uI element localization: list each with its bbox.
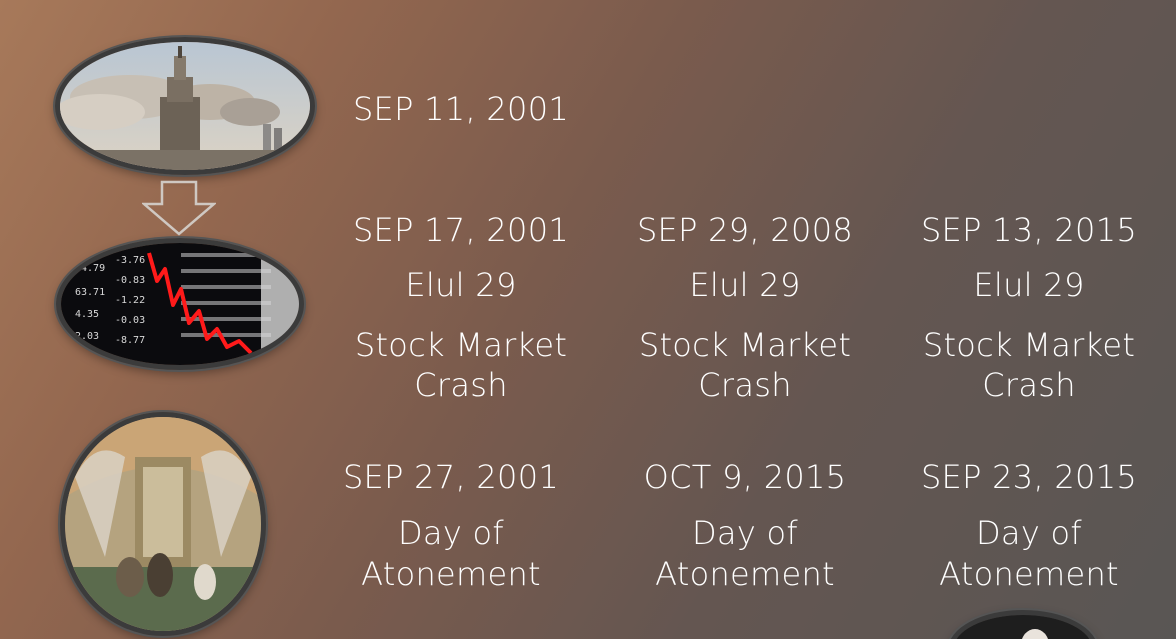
svg-text:-1.22: -1.22 [115,295,145,306]
crash-date-2015: SEP 13, 2015 [920,211,1138,249]
temple-painting-image [60,412,266,636]
partial-portrait-image [948,610,1098,639]
svg-text:-0.03: -0.03 [115,315,145,326]
atonement-event-line2-sep2015: Atonement [939,555,1119,593]
svg-text:63.71: 63.71 [75,287,105,298]
atonement-event-line1-sep2015: Day of [975,514,1082,552]
svg-text:2.03: 2.03 [75,331,99,342]
crash-event-line2-2015: Crash [982,366,1076,404]
atonement-event-line2-oct2015: Atonement [655,555,835,593]
atonement-date-sep2015: SEP 23, 2015 [920,458,1138,496]
event-date-sept11: SEP 11, 2001 [352,90,570,128]
stock-ticker-image: 34.79 63.71 4.35 2.03 -3.76 -0.83 -1.22 … [56,238,304,370]
skyline-smoke-image [55,37,315,175]
crash-event-line2-2008: Crash [698,366,792,404]
atonement-event-line1-2001: Day of [397,514,504,552]
down-arrow-icon [142,180,216,236]
atonement-event-line1-oct2015: Day of [691,514,798,552]
atonement-date-2001: SEP 27, 2001 [342,458,560,496]
crash-hebrew-date-2001: Elul 29 [405,266,517,304]
crash-event-line1-2001: Stock Market [354,326,568,364]
crash-event-line1-2008: Stock Market [638,326,852,364]
crash-date-2001: SEP 17, 2001 [352,211,570,249]
svg-text:-8.77: -8.77 [115,335,145,346]
atonement-event-line2-2001: Atonement [361,555,541,593]
crash-event-line2-2001: Crash [414,366,508,404]
atonement-date-oct2015: OCT 9, 2015 [643,458,847,496]
svg-text:4.35: 4.35 [75,309,99,320]
svg-text:34.79: 34.79 [75,263,105,274]
crash-event-line1-2015: Stock Market [922,326,1136,364]
svg-text:-0.83: -0.83 [115,275,145,286]
crash-hebrew-date-2015: Elul 29 [973,266,1085,304]
crash-date-2008: SEP 29, 2008 [636,211,854,249]
crash-hebrew-date-2008: Elul 29 [689,266,801,304]
svg-text:-3.76: -3.76 [115,255,145,266]
